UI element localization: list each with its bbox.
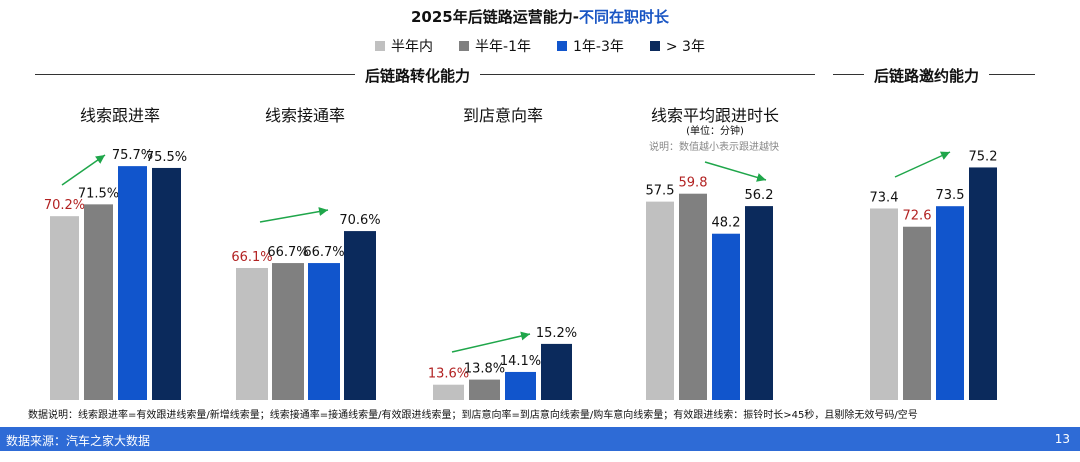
- page-title-highlight: 不同在职时长: [578, 8, 669, 26]
- trend-arrow: [704, 161, 767, 182]
- legend: 半年内 半年-1年 1年-3年 > 3年: [0, 36, 1080, 56]
- section-title-conversion: 后链路转化能力: [355, 65, 481, 86]
- bar: [433, 384, 464, 400]
- data-label: 15.2%: [536, 326, 577, 341]
- bar: [870, 208, 898, 400]
- data-label: 72.6: [903, 209, 932, 224]
- legend-swatch: [375, 41, 386, 51]
- bar: [712, 233, 740, 400]
- bar: [969, 167, 997, 400]
- data-label: 75.2: [969, 149, 998, 164]
- data-label: 75.7%: [112, 148, 153, 163]
- bar: [152, 167, 181, 400]
- bar: [505, 371, 536, 400]
- legend-item: 半年内: [375, 36, 433, 56]
- legend-item: > 3年: [649, 36, 705, 56]
- bar: [84, 204, 113, 400]
- trend-arrow: [259, 207, 329, 223]
- data-label: 59.8: [679, 176, 708, 191]
- section-title-invitation: 后链路邀约能力: [864, 65, 990, 86]
- data-source: 数据来源：汽车之家大数据: [6, 434, 151, 448]
- data-label: 73.5: [936, 188, 965, 203]
- legend-label: 半年内: [391, 39, 434, 55]
- page-number: 13: [1054, 432, 1070, 446]
- data-label: 66.1%: [231, 250, 272, 265]
- data-label: 66.7%: [303, 245, 344, 260]
- data-label: 13.8%: [464, 362, 505, 377]
- page-title: 2025年后链路运营能力-不同在职时长: [411, 8, 669, 26]
- legend-swatch: [649, 41, 660, 51]
- legend-swatch: [459, 41, 470, 51]
- bar: [272, 263, 304, 400]
- data-label: 57.5: [646, 184, 675, 199]
- footnote: 数据说明：线索跟进率=有效跟进线索量/新增线索量；线索接通率=接通线索量/有效跟…: [28, 410, 918, 421]
- bar: [50, 216, 79, 400]
- bar: [679, 193, 707, 400]
- data-label: 66.7%: [267, 245, 308, 260]
- legend-item: 1年-3年: [557, 36, 624, 56]
- trend-arrow: [894, 151, 951, 178]
- legend-swatch: [557, 41, 567, 51]
- data-label: 13.6%: [428, 367, 469, 382]
- data-label: 75.5%: [146, 150, 187, 165]
- data-label: 56.2: [745, 188, 774, 203]
- data-label: 70.2%: [44, 198, 85, 213]
- trend-arrow: [451, 331, 531, 353]
- bar: [344, 231, 376, 400]
- bar: [646, 201, 674, 400]
- trend-arrow: [61, 154, 106, 186]
- chart-subtitle-unit: (单位：分钟): [686, 126, 744, 137]
- bar: [541, 343, 572, 400]
- data-label: 71.5%: [78, 186, 119, 201]
- chart-title-follow-rate: 线索跟进率: [79, 106, 160, 125]
- bar: [936, 206, 964, 400]
- legend-label: > 3年: [665, 39, 705, 55]
- chart-title-visit-intent: 到店意向率: [462, 106, 543, 125]
- bar: [118, 166, 147, 400]
- data-label: 14.1%: [500, 354, 541, 369]
- chart-title-follow-duration: 线索平均跟进时长: [650, 106, 779, 125]
- footer-bar: 数据来源：汽车之家大数据 13: [0, 427, 1080, 451]
- bar: [308, 263, 340, 400]
- chart-title-connect-rate: 线索接通率: [264, 106, 345, 125]
- bar: [469, 379, 500, 400]
- data-label: 48.2: [712, 216, 741, 231]
- bar: [745, 206, 773, 400]
- legend-item: 半年-1年: [459, 36, 531, 56]
- legend-label: 半年-1年: [475, 39, 531, 55]
- data-label: 70.6%: [339, 213, 380, 228]
- chart-note: 说明：数值越小表示跟进越快: [649, 142, 779, 153]
- bar: [903, 226, 931, 400]
- bar: [236, 267, 268, 400]
- data-label: 73.4: [870, 190, 899, 205]
- legend-label: 1年-3年: [573, 39, 624, 55]
